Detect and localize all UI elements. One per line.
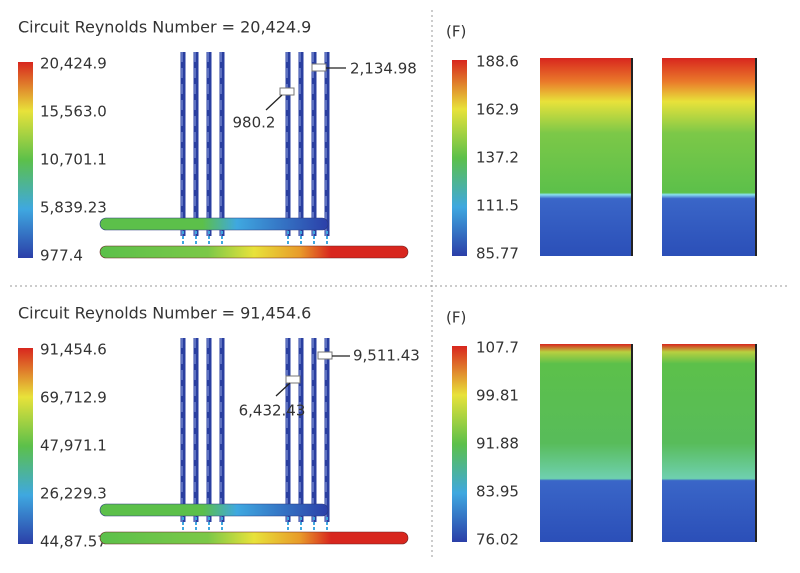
scale-label: 69,712.9 bbox=[40, 389, 107, 407]
probe bbox=[279, 87, 295, 96]
tank bbox=[540, 58, 632, 256]
tank bbox=[662, 58, 756, 256]
scale-label: 26,229.3 bbox=[40, 485, 107, 503]
panel-title: Circuit Reynolds Number = 20,424.9 bbox=[18, 18, 311, 37]
annotation: 980.2 bbox=[233, 114, 276, 132]
annotation: 2,134.98 bbox=[350, 60, 417, 78]
header-pipe bbox=[99, 245, 409, 259]
scale-label: 977.4 bbox=[40, 247, 83, 265]
scale-label: 107.7 bbox=[476, 339, 519, 357]
color-bar bbox=[452, 60, 467, 256]
scale-label: 111.5 bbox=[476, 197, 519, 215]
scale-label: 47,971.1 bbox=[40, 437, 107, 455]
panel-label: (F) bbox=[446, 309, 466, 327]
scale-label: 85.77 bbox=[476, 245, 519, 263]
scale-label: 10,701.1 bbox=[40, 151, 107, 169]
probe bbox=[285, 375, 301, 384]
annotation: 9,511.43 bbox=[353, 347, 420, 365]
scale-label: 15,563.0 bbox=[40, 103, 107, 121]
annotation: 6,432.43 bbox=[239, 402, 306, 420]
scale-label: 91.88 bbox=[476, 435, 519, 453]
header-pipe bbox=[99, 217, 329, 231]
panel-title: Circuit Reynolds Number = 91,454.6 bbox=[18, 304, 311, 323]
scale-label: 188.6 bbox=[476, 53, 519, 71]
leader bbox=[265, 94, 283, 111]
tank bbox=[662, 344, 756, 542]
header-pipe bbox=[99, 531, 409, 545]
probe bbox=[317, 351, 333, 360]
header-pipe bbox=[99, 503, 329, 517]
panel-label: (F) bbox=[446, 23, 466, 41]
scale-label: 91,454.6 bbox=[40, 341, 107, 359]
color-bar bbox=[18, 62, 33, 258]
probe bbox=[311, 63, 327, 72]
color-bar bbox=[452, 346, 467, 542]
color-bar bbox=[18, 348, 33, 544]
scale-label: 76.02 bbox=[476, 531, 519, 549]
scale-label: 20,424.9 bbox=[40, 55, 107, 73]
scale-label: 5,839.23 bbox=[40, 199, 107, 217]
tank bbox=[540, 344, 632, 542]
scale-label: 83.95 bbox=[476, 483, 519, 501]
scale-label: 162.9 bbox=[476, 101, 519, 119]
leader bbox=[275, 382, 291, 397]
scale-label: 137.2 bbox=[476, 149, 519, 167]
scale-label: 99.81 bbox=[476, 387, 519, 405]
scale-label: 44,87.57 bbox=[40, 533, 107, 551]
